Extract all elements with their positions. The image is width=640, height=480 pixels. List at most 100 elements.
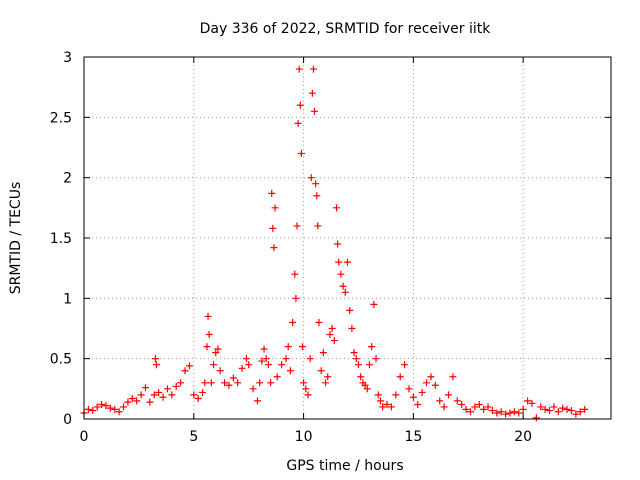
- x-tick-label: 0: [80, 429, 89, 445]
- data-point: [337, 270, 345, 278]
- data-point: [449, 373, 457, 381]
- data-point: [431, 381, 439, 389]
- data-point: [341, 288, 349, 296]
- data-point: [286, 367, 294, 375]
- data-point: [374, 391, 382, 399]
- data-point: [234, 379, 242, 387]
- data-point: [475, 401, 483, 409]
- data-point: [270, 244, 278, 252]
- data-point: [440, 403, 448, 411]
- data-point: [308, 89, 316, 97]
- data-point: [106, 404, 114, 412]
- data-point: [249, 385, 257, 393]
- data-point: [423, 379, 431, 387]
- data-point: [361, 381, 369, 389]
- data-point: [207, 379, 215, 387]
- data-point: [471, 403, 479, 411]
- data-point: [567, 407, 575, 415]
- data-point: [269, 224, 277, 232]
- data-point: [264, 361, 272, 369]
- data-point: [238, 364, 246, 372]
- x-tick-label: 20: [514, 429, 532, 445]
- x-tick-label: 5: [189, 429, 198, 445]
- data-point: [330, 337, 338, 345]
- data-point: [284, 343, 292, 351]
- data-point: [392, 391, 400, 399]
- data-point: [120, 403, 128, 411]
- data-point: [550, 403, 558, 411]
- y-tick-label: 2.5: [50, 110, 72, 126]
- data-point: [314, 222, 322, 230]
- data-point: [363, 385, 371, 393]
- data-point: [515, 409, 523, 417]
- y-tick-label: 0: [63, 412, 72, 428]
- data-point: [245, 361, 253, 369]
- data-point: [168, 391, 176, 399]
- data-point: [576, 408, 584, 416]
- data-point: [307, 174, 315, 182]
- data-point: [315, 318, 323, 326]
- data-point: [294, 119, 302, 127]
- data-point: [405, 385, 413, 393]
- data-point: [216, 367, 224, 375]
- data-point: [190, 391, 198, 399]
- x-axis-label: GPS time / hours: [286, 458, 403, 474]
- data-point: [372, 355, 380, 363]
- data-point: [93, 403, 101, 411]
- points-layer: [80, 65, 589, 422]
- data-point: [559, 404, 567, 412]
- data-point: [376, 397, 384, 405]
- data-point: [326, 331, 334, 339]
- data-point: [350, 349, 358, 357]
- data-point: [260, 345, 268, 353]
- x-tick-label: 15: [404, 429, 422, 445]
- data-point: [333, 204, 341, 212]
- data-point: [541, 405, 549, 413]
- data-point: [528, 399, 536, 407]
- data-point: [155, 388, 163, 396]
- tick-layer: 0 0.5 1 1.5 2 2.5 3 0 5 10 15 20: [50, 50, 611, 445]
- data-point: [271, 204, 279, 212]
- data-point: [312, 180, 320, 188]
- data-point: [401, 361, 409, 369]
- data-point: [519, 405, 527, 413]
- data-point: [304, 391, 312, 399]
- data-point: [418, 388, 426, 396]
- data-point: [177, 379, 185, 387]
- data-point: [273, 373, 281, 381]
- data-point: [133, 397, 141, 405]
- data-point: [181, 367, 189, 375]
- data-point: [295, 65, 303, 73]
- data-point: [370, 300, 378, 308]
- data-point: [300, 379, 308, 387]
- data-point: [89, 407, 97, 415]
- data-point: [212, 349, 220, 357]
- data-point: [387, 403, 395, 411]
- data-point: [163, 385, 171, 393]
- data-point: [537, 403, 545, 411]
- data-point: [445, 391, 453, 399]
- data-point: [409, 393, 417, 401]
- data-point: [201, 379, 209, 387]
- data-point: [268, 189, 276, 197]
- data-point: [497, 408, 505, 416]
- data-point: [311, 107, 319, 115]
- data-point: [128, 394, 136, 402]
- data-point: [383, 401, 391, 409]
- data-point: [203, 343, 211, 351]
- data-point: [458, 401, 466, 409]
- data-point: [296, 101, 304, 109]
- data-point: [225, 381, 233, 389]
- data-point: [298, 343, 306, 351]
- data-point: [563, 405, 571, 413]
- data-point: [115, 408, 123, 416]
- data-point: [172, 382, 180, 390]
- data-point: [414, 401, 422, 409]
- data-point: [346, 306, 354, 314]
- data-point: [278, 361, 286, 369]
- data-point: [317, 367, 325, 375]
- data-point: [146, 398, 154, 406]
- x-tick-label: 10: [295, 429, 313, 445]
- data-point: [480, 405, 488, 413]
- data-point: [152, 361, 160, 369]
